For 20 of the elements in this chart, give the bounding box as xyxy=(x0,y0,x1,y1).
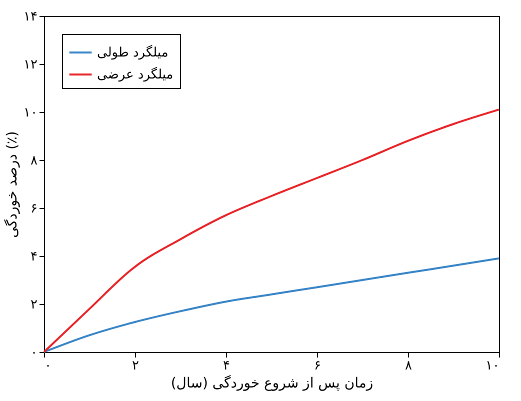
legend-label: میلگرد طولی xyxy=(97,44,168,60)
x-axis-title: زمان پس از شروع خوردگی (سال) xyxy=(170,374,374,392)
line-series xyxy=(43,108,500,353)
y-tick-label: ۱۴ xyxy=(24,10,38,24)
x-tick-label: ۴ xyxy=(223,358,230,374)
x-tick-label: ۰ xyxy=(44,358,52,374)
x-tick-label: ۲ xyxy=(132,358,140,374)
y-tick-label: ۲ xyxy=(30,298,38,312)
x-tick-label: ۸ xyxy=(405,358,412,374)
x-tick-label: ۱۰ xyxy=(486,358,500,374)
y-tick-label: ۱۲ xyxy=(24,58,38,72)
y-tick-label: ۶ xyxy=(30,202,38,216)
y-axis-title: درصد خوردگی (٪) xyxy=(4,131,21,238)
line-series xyxy=(43,257,500,353)
y-tick-label: ۴ xyxy=(30,250,38,264)
legend-label: میلگرد عرضی xyxy=(97,66,174,82)
x-tick-label: ۶ xyxy=(314,358,321,374)
y-tick-label: ۸ xyxy=(30,154,38,168)
y-tick-label: ۱۰ xyxy=(24,106,38,120)
y-tick-label: ۰ xyxy=(30,346,38,360)
